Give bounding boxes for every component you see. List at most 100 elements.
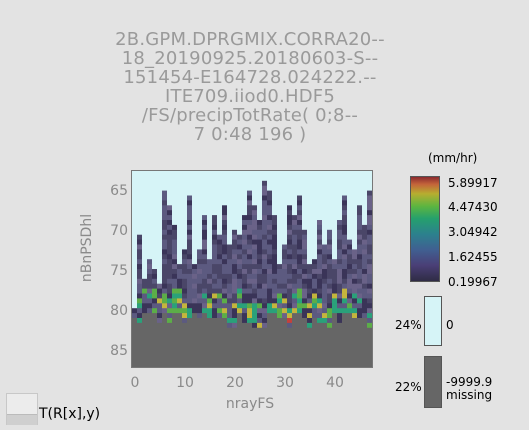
transform-label[interactable]: T(R[x],y) xyxy=(39,406,101,422)
heatmap-cell xyxy=(227,288,233,294)
heatmap-cell xyxy=(197,249,203,255)
heatmap-cell xyxy=(292,313,298,319)
heatmap-cell xyxy=(162,195,168,201)
heatmap-cell xyxy=(242,264,248,270)
heatmap-cell xyxy=(192,171,198,177)
heatmap-cell xyxy=(342,171,348,177)
heatmap-cell xyxy=(307,313,313,319)
heatmap-cell xyxy=(212,298,218,304)
heatmap-cell xyxy=(362,180,368,187)
heatmap-cell xyxy=(312,347,318,353)
heatmap-cell xyxy=(307,215,313,221)
heatmap-cell xyxy=(177,327,183,334)
heatmap-cell xyxy=(187,308,193,314)
heatmap-cell xyxy=(217,244,223,250)
heatmap-cell xyxy=(172,298,178,304)
heatmap-cell xyxy=(152,337,158,343)
heatmap-cell xyxy=(317,229,323,236)
heatmap-cell xyxy=(352,308,358,314)
heatmap-cell xyxy=(212,337,218,343)
heatmap-cell xyxy=(147,234,153,241)
heatmap-cell xyxy=(342,200,348,206)
heatmap-cell xyxy=(187,362,193,367)
heatmap-cell xyxy=(322,205,328,211)
heatmap-cell xyxy=(157,332,163,339)
heatmap-cell xyxy=(177,239,183,245)
heatmap-cell xyxy=(232,205,238,211)
heatmap-cell xyxy=(262,180,268,187)
heatmap-cell xyxy=(212,234,218,241)
heatmap-cell xyxy=(147,327,153,334)
heatmap-cell xyxy=(367,239,372,245)
heatmap-cell xyxy=(322,327,328,334)
heatmap-cell xyxy=(232,210,238,216)
heatmap-cell xyxy=(147,273,153,280)
heatmap-cell xyxy=(202,278,208,285)
heatmap-cell xyxy=(187,303,193,309)
heatmap-cell xyxy=(242,313,248,319)
heatmap-cell xyxy=(147,244,153,250)
x-axis-label: nrayFS xyxy=(225,396,275,412)
heatmap-cell xyxy=(177,298,183,304)
heatmap-cell xyxy=(247,337,253,343)
heatmap-cell xyxy=(167,249,173,255)
heatmap-cell xyxy=(157,224,163,231)
heatmap-cell xyxy=(327,293,333,299)
heatmap-cell xyxy=(162,327,168,334)
heatmap-cell xyxy=(132,224,138,231)
transform-icon[interactable] xyxy=(6,393,38,425)
heatmap-plot[interactable] xyxy=(131,170,373,368)
heatmap-cell xyxy=(172,327,178,334)
heatmap-cell xyxy=(197,200,203,206)
heatmap-cell xyxy=(167,205,173,211)
heatmap-cell xyxy=(267,200,273,206)
heatmap-cell xyxy=(192,224,198,231)
heatmap-cell xyxy=(202,175,208,182)
heatmap-cell xyxy=(267,322,273,329)
heatmap-cell xyxy=(137,357,143,363)
heatmap-cell xyxy=(132,264,138,270)
heatmap-cell xyxy=(327,327,333,334)
heatmap-cell xyxy=(142,205,148,211)
heatmap-cell xyxy=(152,249,158,255)
heatmap-cell xyxy=(172,220,178,226)
heatmap-cell xyxy=(177,205,183,211)
heatmap-cell xyxy=(247,195,253,201)
heatmap-cell xyxy=(182,190,188,196)
heatmap-cell xyxy=(222,318,228,324)
heatmap-cell xyxy=(157,298,163,304)
heatmap-cell xyxy=(222,352,228,358)
heatmap-cell xyxy=(237,313,243,319)
heatmap-cell xyxy=(212,313,218,319)
heatmap-cell xyxy=(337,278,343,285)
heatmap-cell xyxy=(147,215,153,221)
heatmap-cell xyxy=(202,200,208,206)
title-line: ITE709.iiod0.HDF5 xyxy=(165,86,335,107)
heatmap-cell xyxy=(352,244,358,250)
heatmap-cell xyxy=(147,337,153,343)
heatmap-cell xyxy=(297,175,303,182)
heatmap-cell xyxy=(327,347,333,353)
heatmap-cell xyxy=(162,205,168,211)
heatmap-cell xyxy=(342,215,348,221)
heatmap-cell xyxy=(302,342,308,348)
heatmap-cell xyxy=(197,220,203,226)
heatmap-canvas[interactable] xyxy=(132,171,372,367)
heatmap-cell xyxy=(352,273,358,280)
heatmap-cell xyxy=(252,288,258,294)
heatmap-cell xyxy=(307,171,313,177)
heatmap-cell xyxy=(332,254,338,260)
heatmap-cell xyxy=(242,303,248,309)
heatmap-cell xyxy=(302,195,308,201)
heatmap-cell xyxy=(227,298,233,304)
heatmap-cell xyxy=(282,210,288,216)
heatmap-cell xyxy=(207,332,213,339)
heatmap-cell xyxy=(337,347,343,353)
heatmap-cell xyxy=(152,259,158,265)
colorbar[interactable] xyxy=(410,176,440,282)
heatmap-cell xyxy=(317,180,323,187)
heatmap-cell xyxy=(202,357,208,363)
heatmap-cell xyxy=(182,288,188,294)
heatmap-cell xyxy=(337,342,343,348)
heatmap-cell xyxy=(337,185,343,192)
